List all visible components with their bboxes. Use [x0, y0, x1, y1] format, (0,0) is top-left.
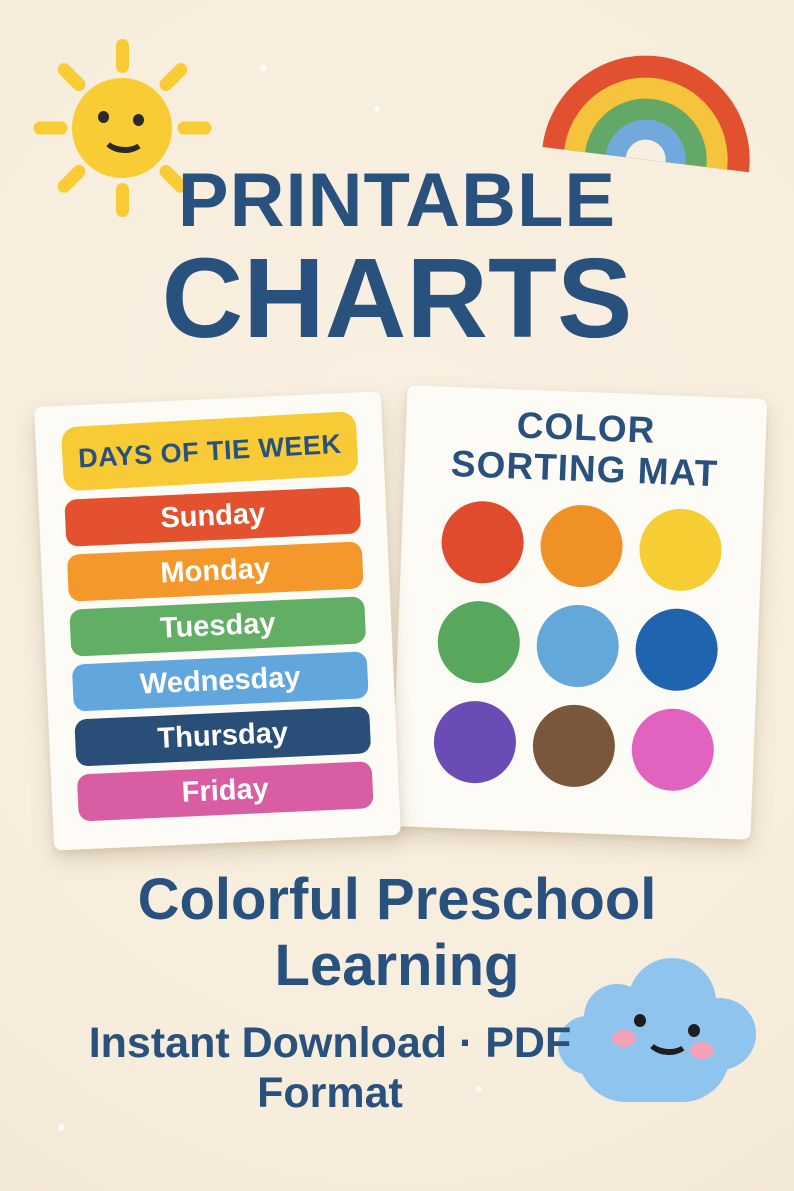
sun-smile-icon [101, 120, 147, 155]
color-circle-brown [531, 703, 617, 789]
sorting-mat-title: COLOR SORTING MAT [404, 401, 767, 496]
cloud-cheek-icon [612, 1030, 636, 1047]
title-line-printable: PRINTABLE [177, 158, 617, 243]
cloud-eye-icon [688, 1024, 700, 1037]
sun-ray-icon [177, 121, 211, 135]
sparkle-dot [58, 1124, 65, 1131]
tagline-line1: Colorful Preschool [137, 867, 657, 932]
color-circle-dark-blue [634, 607, 720, 693]
title-line-charts: CHARTS [161, 235, 633, 361]
color-circle-purple [432, 699, 518, 786]
sparkle-dot [260, 64, 267, 71]
tagline: Colorful Preschool Learning [0, 867, 794, 998]
day-bar-friday: Friday [76, 761, 374, 822]
days-of-week-card: DAYS OF TIE WEEK Sunday Monday Tuesday Wedn… [34, 391, 401, 851]
day-bar-tuesday: Tuesday [69, 596, 367, 657]
color-circle-pink [630, 707, 716, 793]
day-bar-wednesday: Wednesday [71, 651, 369, 712]
days-card-header: DAYS OF TIE WEEK [60, 410, 359, 492]
sun-eye-icon [133, 114, 144, 126]
color-circle-light-blue [535, 603, 621, 689]
sparkle-dot [476, 1086, 482, 1092]
color-circle-orange [538, 503, 625, 589]
sparkle-dot [374, 106, 380, 112]
rainbow-illustration [542, 43, 762, 173]
footer-line1: Instant Download · PDF [88, 1019, 572, 1067]
day-bar-thursday: Thursday [74, 706, 372, 767]
day-list: Sunday Monday Tuesday Wednesday Thursday Frid… [64, 486, 374, 822]
cloud-eye-icon [634, 1014, 646, 1027]
sun-ray-icon [54, 60, 88, 94]
cloud-cheek-icon [690, 1042, 714, 1059]
color-circle-red [440, 500, 526, 586]
circle-grid [392, 499, 763, 795]
sun-illustration [33, 39, 211, 217]
day-bar-monday: Monday [66, 541, 364, 602]
sun-ray-icon [156, 60, 190, 94]
color-circle-green [436, 600, 522, 686]
sun-eye-icon [98, 111, 109, 123]
tagline-line2: Learning [274, 932, 520, 998]
page-title: PRINTABLE CHARTS [0, 163, 794, 355]
color-sorting-mat-card: COLOR SORTING MAT [390, 385, 768, 840]
color-circle-yellow [637, 507, 724, 593]
sun-face [72, 78, 172, 178]
sun-ray-icon [33, 121, 67, 135]
sun-ray-icon [115, 39, 129, 73]
cloud-illustration [558, 958, 758, 1110]
day-bar-sunday: Sunday [64, 486, 362, 547]
footer-text: Instant Download · PDF Format [0, 1019, 660, 1119]
footer-line2: Format [257, 1068, 403, 1117]
